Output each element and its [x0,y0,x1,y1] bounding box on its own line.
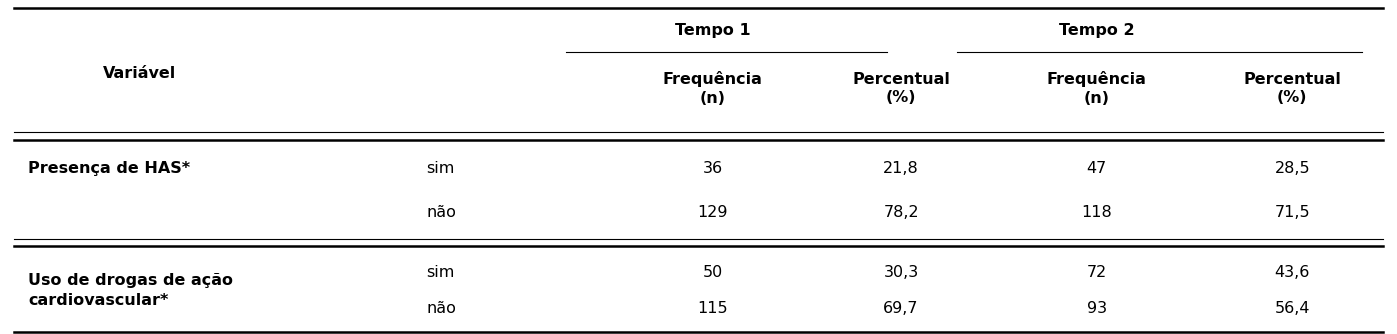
Text: Frequência
(n): Frequência (n) [662,71,763,106]
Text: 118: 118 [1081,205,1112,219]
Text: 30,3: 30,3 [883,265,919,280]
Text: 21,8: 21,8 [883,161,919,176]
Text: 69,7: 69,7 [883,302,919,316]
Text: sim: sim [426,161,454,176]
Text: 36: 36 [703,161,722,176]
Text: 43,6: 43,6 [1274,265,1310,280]
Text: 78,2: 78,2 [883,205,919,219]
Text: 93: 93 [1087,302,1106,316]
Text: não: não [426,302,455,316]
Text: sim: sim [426,265,454,280]
Text: Tempo 1: Tempo 1 [675,23,750,37]
Text: 50: 50 [703,265,722,280]
Text: não: não [426,205,455,219]
Text: Tempo 2: Tempo 2 [1059,23,1134,37]
Text: 115: 115 [697,302,728,316]
Text: 71,5: 71,5 [1274,205,1310,219]
Text: Percentual
(%): Percentual (%) [1243,72,1341,105]
Text: Percentual
(%): Percentual (%) [852,72,950,105]
Text: 129: 129 [697,205,728,219]
Text: 72: 72 [1087,265,1106,280]
Text: Presença de HAS*: Presença de HAS* [28,161,190,176]
Text: Frequência
(n): Frequência (n) [1046,71,1147,106]
Text: Uso de drogas de ação
cardiovascular*: Uso de drogas de ação cardiovascular* [28,273,233,308]
Text: 28,5: 28,5 [1274,161,1310,176]
Text: Variável: Variável [103,66,176,81]
Text: 47: 47 [1087,161,1106,176]
Text: 56,4: 56,4 [1274,302,1310,316]
